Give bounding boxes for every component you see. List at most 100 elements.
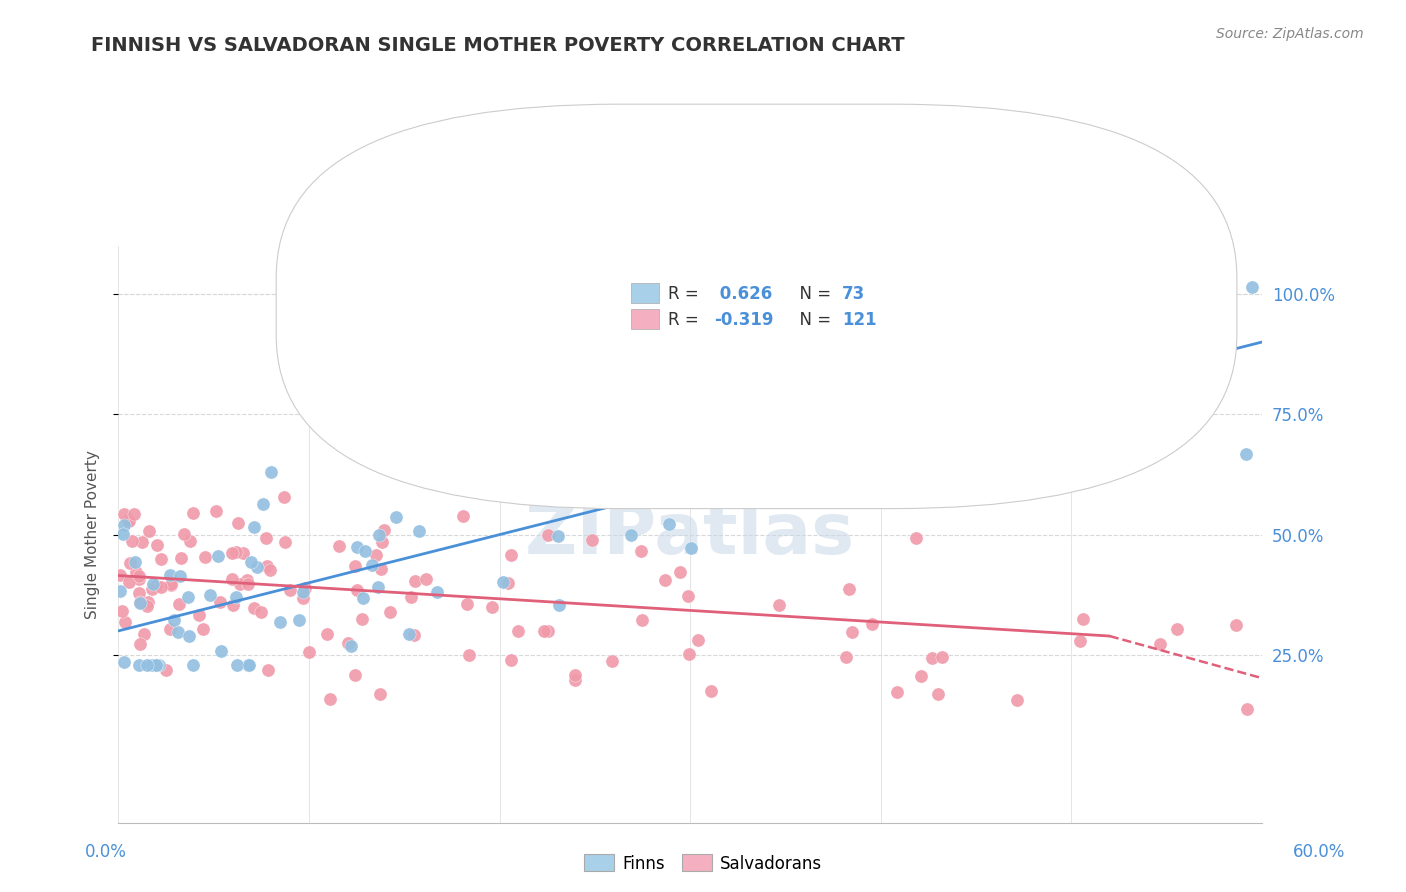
Point (278, 583, 301, 598)
Point (226, 657, 249, 672)
Point (246, 560, 269, 574)
Point (600, 655, 623, 669)
Point (533, 624, 555, 638)
Text: 0.0%: 0.0% (84, 843, 127, 861)
Point (457, 648, 479, 662)
Point (129, 595, 152, 609)
Point (319, 692, 342, 706)
Point (886, 685, 908, 699)
Point (141, 657, 163, 672)
Point (183, 506, 205, 520)
Point (273, 490, 295, 504)
Point (177, 591, 200, 605)
Point (260, 466, 283, 480)
Point (1236, 702, 1258, 716)
Point (1149, 637, 1171, 651)
Point (173, 527, 195, 541)
Point (910, 669, 932, 683)
Point (838, 582, 860, 597)
Point (114, 508, 136, 522)
Point (569, 477, 592, 491)
Point (952, 446, 974, 460)
Legend: Finns, Salvadorans: Finns, Salvadorans (578, 847, 828, 880)
Point (236, 577, 259, 591)
Text: 0.626: 0.626 (714, 285, 772, 302)
Point (595, 453, 617, 467)
Point (221, 546, 243, 560)
Point (150, 580, 173, 594)
Point (508, 624, 530, 639)
Point (205, 504, 228, 518)
Point (228, 577, 250, 591)
Point (481, 599, 503, 614)
Point (269, 615, 291, 629)
Point (343, 559, 366, 574)
Point (235, 574, 257, 588)
Point (841, 624, 863, 639)
Point (398, 626, 420, 640)
Point (1071, 612, 1094, 626)
Point (669, 566, 692, 580)
Point (162, 613, 184, 627)
Point (222, 598, 245, 612)
Point (207, 549, 229, 563)
Point (1166, 622, 1188, 636)
Point (159, 568, 181, 582)
Point (499, 548, 522, 562)
Point (118, 514, 141, 528)
Point (122, 508, 145, 522)
Point (368, 687, 391, 701)
Point (905, 532, 928, 546)
Point (564, 673, 586, 687)
Point (408, 524, 430, 539)
Point (860, 617, 883, 632)
Point (1007, 693, 1029, 707)
Point (426, 585, 449, 599)
Point (114, 615, 136, 629)
Point (453, 508, 475, 523)
Point (145, 657, 167, 672)
Point (1069, 633, 1091, 648)
Point (243, 520, 266, 534)
Point (658, 517, 681, 532)
Point (537, 624, 560, 638)
Point (134, 626, 156, 640)
Text: R =: R = (668, 310, 704, 328)
Point (166, 624, 188, 639)
Point (1032, 403, 1054, 417)
Point (631, 613, 654, 627)
Point (110, 584, 132, 599)
Point (292, 591, 315, 605)
Point (294, 582, 316, 596)
Point (242, 601, 264, 615)
Point (136, 599, 159, 613)
Point (882, 343, 904, 358)
Point (834, 649, 856, 664)
Text: -0.319: -0.319 (714, 310, 773, 328)
Point (346, 582, 368, 597)
Point (537, 527, 560, 541)
Point (1240, 279, 1263, 293)
Point (128, 569, 150, 583)
Point (548, 598, 571, 612)
Point (125, 565, 148, 579)
Point (188, 608, 211, 623)
Point (404, 574, 426, 589)
Point (404, 628, 426, 642)
Point (155, 663, 177, 677)
Text: Source: ZipAtlas.com: Source: ZipAtlas.com (1216, 27, 1364, 41)
Point (492, 575, 515, 590)
Point (112, 517, 135, 532)
Text: 121: 121 (842, 310, 877, 328)
Point (252, 498, 274, 512)
Point (120, 556, 142, 570)
Point (415, 573, 437, 587)
Point (337, 635, 360, 649)
Text: R =: R = (668, 285, 704, 302)
Point (149, 552, 172, 566)
Point (921, 651, 943, 665)
Point (678, 647, 700, 661)
Point (927, 687, 949, 701)
Point (1053, 370, 1076, 384)
Point (181, 657, 204, 672)
